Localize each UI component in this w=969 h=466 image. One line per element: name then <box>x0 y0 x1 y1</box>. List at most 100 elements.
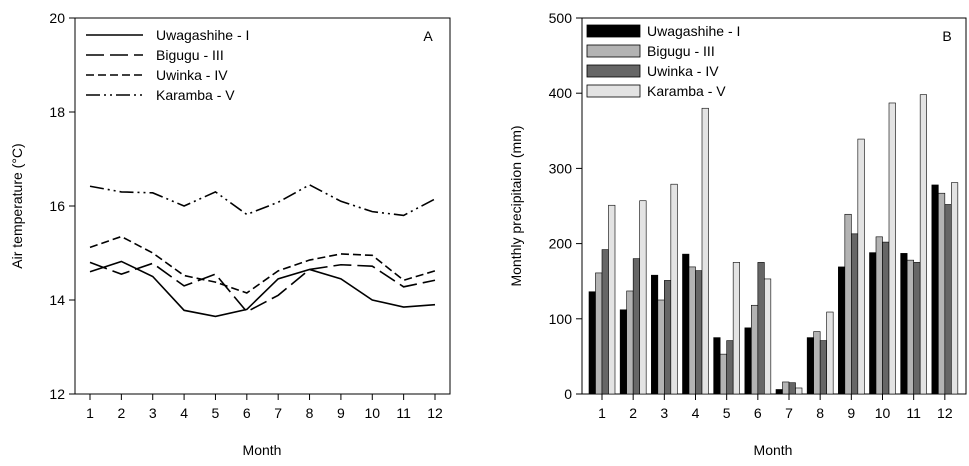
bar <box>944 204 952 395</box>
bar <box>775 389 783 395</box>
x-tick-label: 6 <box>754 405 762 421</box>
bar <box>588 291 596 395</box>
bar <box>938 192 946 395</box>
bar <box>595 272 603 395</box>
y-tick-label: 200 <box>549 236 573 252</box>
x-tick-label: 2 <box>629 405 637 421</box>
bar <box>608 204 616 395</box>
bar <box>844 213 852 395</box>
bar <box>882 241 890 395</box>
bar <box>682 253 690 395</box>
legend-swatch <box>586 64 641 78</box>
x-tick-label: 9 <box>847 405 855 421</box>
bar <box>906 259 914 395</box>
bar <box>639 200 647 395</box>
bar <box>688 266 696 395</box>
plot-frame <box>74 17 451 395</box>
bar <box>664 280 672 395</box>
legend-label: Uwagashihe - I <box>156 27 249 43</box>
x-tick-label: 10 <box>364 405 380 421</box>
x-tick-label: 3 <box>660 405 668 421</box>
legend-label: Bigugu - III <box>156 47 224 63</box>
bar <box>913 262 921 395</box>
series-line <box>89 183 436 217</box>
y-tick-label: 20 <box>49 10 65 26</box>
bar <box>782 381 790 395</box>
x-tick-label: 7 <box>274 405 282 421</box>
y-tick-label: 0 <box>564 386 572 402</box>
legend: Uwagashihe - I Bigugu - III Uwinka - IV Kar… <box>586 23 740 99</box>
y-tick-label: 14 <box>49 292 65 308</box>
panel-label: B <box>942 28 951 44</box>
legend-label: Karamba - V <box>647 83 726 99</box>
bar <box>726 340 734 395</box>
bar <box>931 184 939 395</box>
bar <box>888 102 896 395</box>
bars <box>588 94 959 395</box>
bar <box>838 266 846 395</box>
y-axis-label: Monthly precipitaion (mm) <box>508 125 524 286</box>
x-tick-label: 10 <box>875 405 891 421</box>
legend-label: Uwinka - IV <box>156 67 228 83</box>
y-tick-label: 500 <box>549 10 573 26</box>
x-tick-label: 5 <box>723 405 731 421</box>
legend-swatch <box>586 24 641 38</box>
x-tick-label: 9 <box>337 405 345 421</box>
y-tick-label: 16 <box>49 198 65 214</box>
bar <box>795 387 803 395</box>
x-tick-label: 6 <box>243 405 251 421</box>
bar <box>626 290 634 395</box>
series-lines <box>89 183 436 318</box>
bar <box>619 309 627 395</box>
bar <box>744 327 752 395</box>
legend-swatch <box>586 44 641 58</box>
legend-label: Bigugu - III <box>647 43 715 59</box>
x-axis-label: Month <box>754 442 793 458</box>
x-tick-label: 1 <box>598 405 606 421</box>
bar <box>701 107 709 395</box>
bar <box>875 236 883 395</box>
bar <box>788 382 796 395</box>
x-tick-label: 1 <box>86 405 94 421</box>
bar <box>670 183 678 395</box>
panel-label: A <box>423 28 433 44</box>
x-tick-label: 8 <box>306 405 314 421</box>
x-tick-label: 4 <box>180 405 188 421</box>
bar <box>695 270 703 395</box>
bar <box>869 252 877 395</box>
bar <box>919 94 927 395</box>
x-tick-label: 11 <box>906 405 921 421</box>
bar <box>951 182 959 395</box>
bar <box>764 278 772 395</box>
x-tick-label: 8 <box>816 405 824 421</box>
bar <box>813 331 821 395</box>
bar <box>751 304 759 395</box>
x-tick-label: 2 <box>117 405 125 421</box>
bar <box>900 253 908 395</box>
bar <box>657 299 665 395</box>
series-line <box>89 261 436 313</box>
legend-swatch <box>586 84 641 98</box>
x-tick-label: 11 <box>396 405 411 421</box>
bar <box>826 311 834 395</box>
y-tick-label: 12 <box>49 386 65 402</box>
x-tick-label: 12 <box>937 405 953 421</box>
y-axis-label: Air temperature (°C) <box>9 143 25 268</box>
bar <box>651 274 659 395</box>
y-tick-label: 18 <box>49 104 65 120</box>
series-line <box>89 235 436 294</box>
y-tick-label: 400 <box>549 85 573 101</box>
bar <box>601 249 609 395</box>
x-tick-label: 5 <box>212 405 220 421</box>
legend-label: Uwinka - IV <box>647 63 719 79</box>
x-tick-label: 12 <box>427 405 443 421</box>
bar <box>632 258 640 395</box>
bar <box>713 337 721 395</box>
series-line <box>89 260 436 318</box>
bar <box>806 337 814 395</box>
